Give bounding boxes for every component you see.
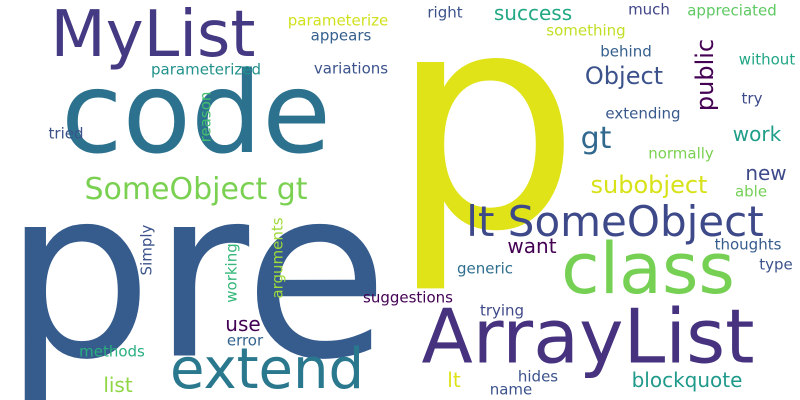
- word-generic: generic: [456, 259, 514, 278]
- word-object: Object: [584, 62, 664, 90]
- word-parameterized: parameterized: [151, 60, 261, 79]
- word-able: able: [734, 182, 768, 201]
- word-right: right: [427, 3, 463, 22]
- word-p: p: [389, 0, 581, 297]
- word-blockquote: blockquote: [631, 368, 743, 392]
- word-error: error: [226, 331, 264, 350]
- word-name: name: [489, 380, 533, 399]
- word-working: working: [222, 243, 241, 303]
- word-appears: appears: [310, 26, 372, 45]
- word-arraylist: ArrayList: [421, 292, 755, 381]
- word-without: without: [738, 50, 796, 69]
- word-work: work: [732, 122, 782, 146]
- word-reason: reason: [196, 91, 215, 143]
- word-type: type: [759, 255, 793, 274]
- word-extending: extending: [605, 104, 681, 123]
- word-suggestions: suggestions: [363, 288, 453, 307]
- word-someobject-gt: SomeObject gt: [84, 172, 308, 207]
- word-try: try: [741, 89, 763, 108]
- word-subobject: subobject: [590, 171, 708, 199]
- word-hides: hides: [517, 367, 559, 386]
- word-simply: Simply: [137, 224, 156, 276]
- word-use: use: [225, 312, 261, 336]
- word-mylist: MyList: [50, 0, 256, 72]
- word-public: public: [691, 38, 719, 112]
- word-pre: pre: [3, 138, 389, 400]
- word-list: list: [103, 373, 133, 397]
- word-behind: behind: [600, 42, 652, 61]
- word-normally: normally: [648, 144, 714, 163]
- word-success: success: [493, 1, 573, 25]
- word-trying: trying: [479, 301, 525, 320]
- word-code: code: [60, 49, 332, 179]
- word-gt: gt: [580, 121, 612, 156]
- word-methods: methods: [79, 342, 145, 361]
- word-variations: variations: [313, 59, 389, 78]
- word-extend: extend: [169, 337, 365, 400]
- word-parameterize: parameterize: [287, 11, 389, 30]
- word-arguments: arguments: [268, 217, 287, 299]
- word-lt-someobject: lt SomeObject: [466, 197, 764, 246]
- word-much: much: [628, 0, 670, 19]
- word-class: class: [561, 228, 735, 310]
- word-new: new: [745, 161, 787, 185]
- word-tried: tried: [48, 124, 84, 143]
- word-thoughts: thoughts: [714, 235, 782, 254]
- word-something: something: [546, 21, 626, 40]
- word-appreciated: appreciated: [687, 1, 777, 20]
- word-lt: lt: [447, 368, 461, 392]
- word-want: want: [507, 234, 557, 258]
